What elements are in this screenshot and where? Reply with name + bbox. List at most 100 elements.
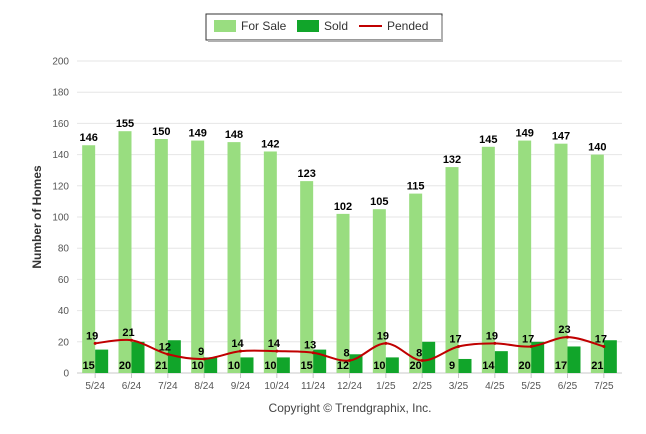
legend-swatch-sold (297, 20, 319, 32)
y-tick-label: 160 (52, 119, 69, 130)
y-tick-label: 80 (58, 244, 70, 255)
data-label-pended: 19 (377, 330, 389, 342)
x-tick-label: 9/24 (231, 381, 251, 392)
bar-for-sale (481, 146, 495, 373)
bar-for-sale (191, 140, 205, 373)
legend-label-sold: Sold (324, 19, 348, 33)
bar-sold (131, 341, 145, 373)
data-label-for-sale: 102 (334, 201, 352, 213)
bar-for-sale (300, 181, 314, 373)
bar-for-sale (554, 143, 568, 373)
data-label-pended: 14 (231, 338, 244, 350)
x-tick-label: 5/25 (521, 381, 541, 392)
x-axis: 5/24 6/24 7/24 8/24 9/24 10/24 11/24 12/24 1/25 2… (85, 373, 614, 392)
y-tick-label: 200 (52, 57, 69, 68)
data-label-sold: 20 (119, 360, 131, 372)
legend-box-shadow-bottom (208, 40, 443, 42)
pended-point (420, 359, 424, 363)
data-label-for-sale: 147 (552, 131, 570, 143)
bar-sold (603, 340, 617, 373)
data-label-for-sale: 148 (225, 129, 243, 141)
pended-point (602, 344, 606, 348)
data-label-pended: 13 (304, 340, 316, 352)
legend-swatch-for-sale (214, 20, 236, 32)
y-tick-label: 140 (52, 150, 69, 161)
pended-point (529, 344, 533, 348)
data-label-pended: 19 (86, 330, 98, 342)
data-label-for-sale: 105 (370, 196, 388, 208)
x-tick-label: 4/25 (485, 381, 505, 392)
x-tick-label: 7/24 (158, 381, 178, 392)
data-label-pended: 17 (449, 333, 461, 345)
legend: For Sale Sold Pended (205, 13, 443, 42)
pended-point (348, 359, 351, 363)
x-tick-label: 5/24 (85, 381, 105, 392)
x-tick-label: 8/24 (194, 381, 214, 392)
data-label-for-sale: 132 (443, 154, 461, 166)
copyright-text: Copyright © Trendgraphix, Inc. (269, 401, 432, 415)
legend-box (205, 13, 443, 41)
data-label-for-sale: 142 (261, 138, 279, 150)
bar-for-sale (445, 167, 459, 373)
y-tick-label: 60 (58, 275, 70, 286)
pended-point (239, 349, 242, 353)
data-label-sold: 20 (519, 360, 531, 372)
pended-point (311, 351, 315, 355)
x-tick-label: 6/24 (122, 381, 142, 392)
bar-sold (567, 346, 581, 373)
data-label-for-sale: 150 (152, 126, 170, 138)
data-label-sold: 10 (373, 360, 385, 372)
pended-point (493, 341, 497, 345)
bar-sold (95, 349, 109, 373)
data-label-pended: 9 (198, 346, 204, 358)
legend-box-shadow (441, 16, 443, 41)
x-tick-label: 1/25 (376, 381, 396, 392)
data-label-sold: 21 (155, 360, 167, 372)
data-label-pended: 19 (486, 330, 498, 342)
data-label-for-sale: 149 (515, 128, 533, 140)
y-tick-label: 100 (52, 213, 69, 224)
pended-point (202, 357, 206, 361)
pended-point (130, 338, 133, 342)
pended-point (93, 341, 97, 345)
data-label-pended: 14 (268, 338, 281, 350)
pended-point (166, 352, 170, 356)
bar-for-sale (336, 213, 350, 373)
pended-point (457, 344, 460, 348)
data-label-sold: 12 (337, 360, 349, 372)
bar-for-sale (154, 139, 168, 373)
data-label-pended: 8 (416, 348, 422, 360)
data-label-for-sale: 149 (188, 128, 206, 140)
data-label-sold: 15 (83, 360, 95, 372)
data-label-sold: 17 (555, 360, 567, 372)
bar-sold (240, 357, 254, 373)
x-tick-label: 7/25 (594, 381, 614, 392)
data-label-sold: 21 (591, 360, 603, 372)
data-label-pended: 8 (343, 348, 349, 360)
data-label-sold: 10 (192, 360, 204, 372)
bar-sold (531, 341, 545, 373)
data-labels: 1461519155202115021121491091481014142101… (79, 118, 606, 372)
x-tick-label: 6/25 (558, 381, 578, 392)
bar-sold (422, 341, 436, 373)
y-tick-label: 180 (52, 88, 69, 99)
data-label-sold: 10 (264, 360, 276, 372)
data-label-for-sale: 123 (297, 168, 315, 180)
data-label-for-sale: 115 (407, 181, 425, 193)
legend-label-for-sale: For Sale (241, 19, 287, 33)
bar-sold (349, 354, 363, 373)
bar-for-sale (82, 145, 96, 373)
bar-sold (385, 357, 399, 373)
data-label-for-sale: 155 (116, 118, 134, 130)
y-tick-label: 0 (63, 369, 69, 380)
bar-for-sale (263, 151, 277, 373)
bar-sold (458, 358, 472, 373)
data-label-for-sale: 140 (588, 142, 606, 154)
bars (82, 131, 617, 373)
bar-sold (494, 351, 508, 373)
data-label-sold: 15 (301, 360, 313, 372)
x-tick-label: 12/24 (337, 381, 362, 392)
bar-for-sale (372, 209, 386, 373)
data-label-pended: 21 (122, 327, 134, 339)
